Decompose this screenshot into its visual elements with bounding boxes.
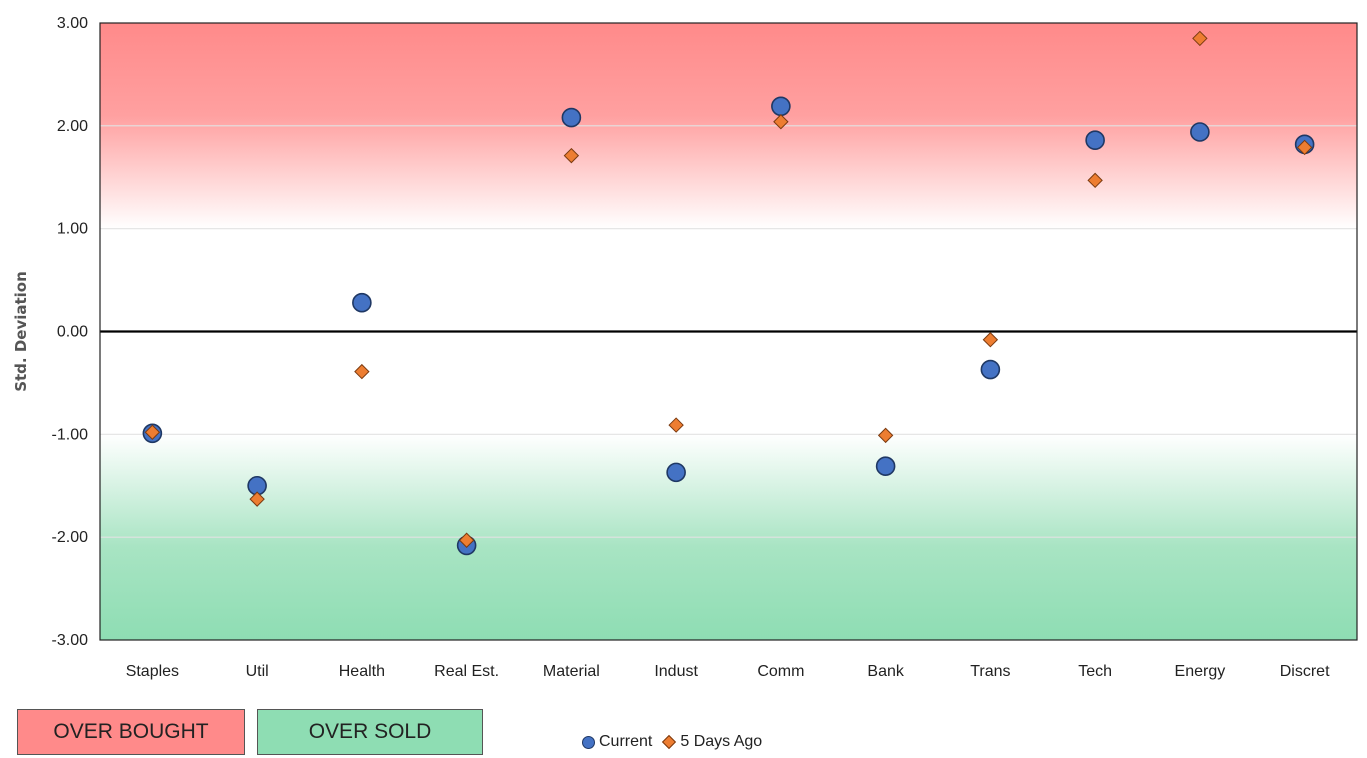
grid-lines — [100, 125, 1357, 538]
x-tick-label: Util — [246, 663, 269, 680]
five-days-ago-point — [982, 332, 999, 348]
current-point — [1190, 122, 1210, 142]
five-days-ago-point — [668, 417, 684, 433]
x-tick-label: Bank — [867, 663, 904, 680]
five-days-ago-point — [249, 491, 265, 507]
x-tick-label: Health — [339, 663, 385, 680]
x-tick-label: Staples — [126, 663, 179, 680]
y-tick-label: -3.00 — [52, 632, 89, 649]
y-tick-label: 0.00 — [57, 324, 88, 341]
y-tick-label: 1.00 — [57, 221, 88, 238]
five-days-legend-icon — [662, 734, 677, 750]
x-tick-label: Indust — [654, 663, 698, 680]
five-days-ago-point — [877, 427, 894, 444]
oversold-legend-box: OVER SOLD — [257, 709, 483, 755]
x-tick-label: Energy — [1175, 663, 1226, 680]
y-axis-ticks: 3.00 2.00 1.00 0.00 -1.00 -2.00 -3.00 — [52, 15, 89, 649]
y-tick-label: 2.00 — [57, 118, 88, 135]
x-tick-label: Material — [543, 663, 600, 680]
x-tick-label: Discret — [1280, 663, 1330, 680]
five-days-ago-point — [144, 424, 161, 440]
x-tick-label: Trans — [970, 663, 1010, 680]
y-axis-label: Std. Deviation — [12, 271, 30, 392]
legend-current-label: Current — [599, 733, 653, 750]
five-days-ago-point — [563, 147, 580, 164]
y-tick-label: -1.00 — [52, 426, 89, 443]
series-legend: Current 5 Days Ago — [582, 730, 762, 754]
five-days-ago-point — [1296, 139, 1313, 156]
plot-frame — [99, 22, 1358, 641]
current-point — [666, 462, 686, 483]
five-days-ago-point — [458, 532, 475, 548]
x-axis-ticks: Staples Util Health Real Est. Material Indust… — [126, 663, 1330, 680]
x-tick-label: Tech — [1078, 663, 1112, 680]
five-days-ago-point — [354, 363, 370, 380]
y-tick-label: 3.00 — [57, 15, 88, 32]
five-days-ago-point — [773, 114, 789, 130]
five-days-ago-point — [1087, 172, 1103, 189]
x-tick-label: Real Est. — [434, 663, 499, 680]
current-legend-icon — [582, 735, 595, 749]
current-point — [980, 359, 1001, 380]
y-tick-label: -2.00 — [52, 529, 89, 546]
current-point — [561, 107, 582, 128]
current-point — [352, 292, 372, 313]
overbought-legend-box: OVER BOUGHT — [17, 709, 245, 755]
series-markers — [142, 30, 1315, 556]
scatter-chart: 3.00 2.00 1.00 0.00 -1.00 -2.00 -3.00 Staples U… — [12, 15, 1358, 680]
legend-five-days-label: 5 Days Ago — [680, 733, 763, 750]
five-days-ago-point — [1192, 30, 1208, 47]
current-point — [875, 456, 896, 477]
x-tick-label: Comm — [757, 663, 804, 680]
current-point — [771, 96, 791, 117]
current-point — [1085, 130, 1105, 151]
